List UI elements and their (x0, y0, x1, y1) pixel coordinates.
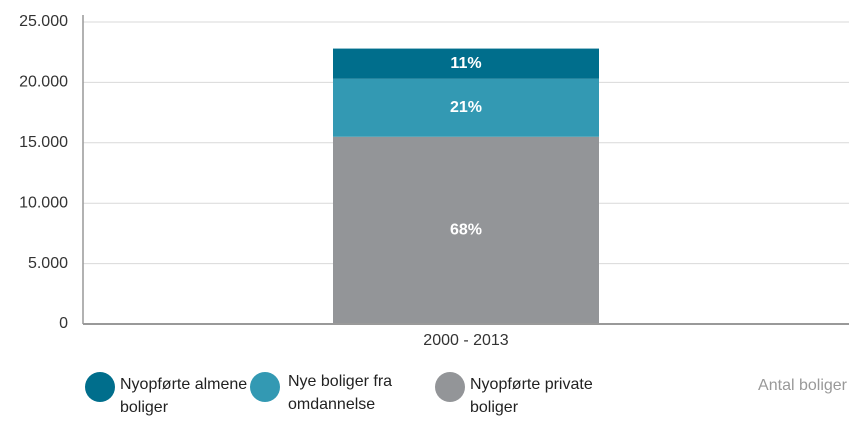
y-axis-label: Antal boliger (758, 377, 848, 394)
y-tick-label: 0 (59, 315, 68, 332)
x-tick-label: 2000 - 2013 (423, 332, 509, 349)
y-tick-label: 20.000 (19, 74, 68, 91)
legend-label: Nye boliger fra omdannelse (288, 373, 393, 413)
bar-segment (333, 78, 599, 137)
legend-label: Nyopførte almene boliger (120, 376, 248, 416)
data-label: 11% (450, 55, 481, 72)
data-label: 21% (450, 99, 482, 116)
legend-swatch (435, 372, 465, 402)
y-tick-label: 10.000 (19, 194, 68, 211)
y-tick-label: 5.000 (28, 255, 68, 272)
legend-swatch (85, 372, 115, 402)
y-tick-label: 15.000 (19, 134, 68, 151)
bar-segment (333, 136, 599, 324)
legend-swatch (250, 372, 280, 402)
legend-label: Nyopførte private boliger (470, 376, 593, 416)
data-label: 68% (450, 222, 482, 239)
y-tick-label: 25.000 (19, 13, 68, 30)
bar-segment (333, 48, 599, 79)
